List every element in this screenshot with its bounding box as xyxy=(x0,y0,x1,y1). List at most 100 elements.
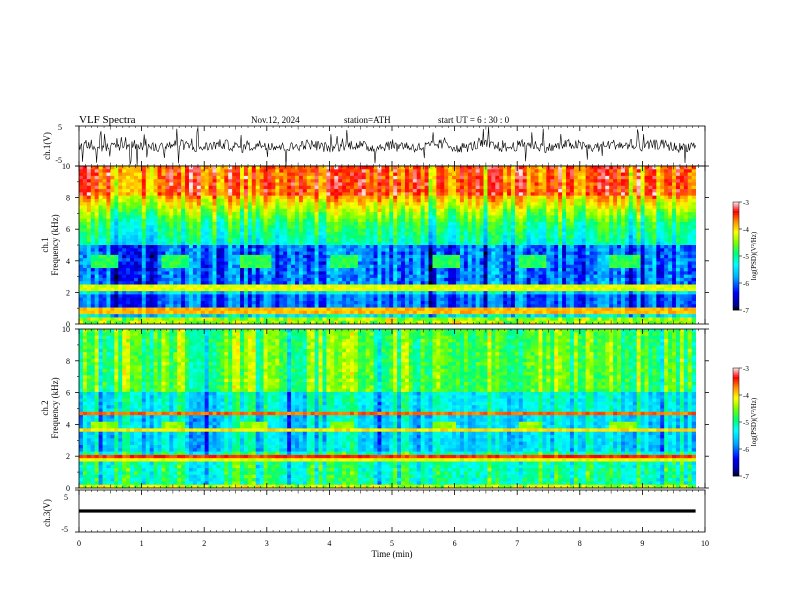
spectrogram-cell xyxy=(448,235,453,239)
spectrogram-cell xyxy=(385,314,390,318)
spectrogram-cell xyxy=(397,189,402,193)
spectrogram-cell xyxy=(204,189,210,193)
spectrogram-cell xyxy=(326,307,331,312)
spectrogram-cell xyxy=(334,310,339,315)
spectrogram-cell xyxy=(165,225,170,229)
spectrogram-cell xyxy=(110,231,115,236)
spectrogram-cell xyxy=(361,238,367,243)
spectrogram-cell xyxy=(357,294,363,299)
spectrogram-cell xyxy=(243,208,249,213)
spectrogram-cell xyxy=(185,166,190,170)
spectrogram-cell xyxy=(130,228,135,233)
spectrogram-cell xyxy=(157,320,162,325)
spectrogram-cell xyxy=(459,198,465,203)
spectrogram-cell xyxy=(208,208,213,213)
spectrogram-cell xyxy=(475,300,480,305)
spectrogram-cell xyxy=(255,317,261,322)
spectrogram-cell xyxy=(173,297,178,302)
spectrogram-cell xyxy=(130,169,135,173)
spectrogram-cell xyxy=(86,294,92,299)
spectrogram-cell xyxy=(259,320,264,325)
spectrogram-cell xyxy=(432,294,437,299)
spectrogram-cell xyxy=(255,307,261,312)
spectrogram-cell xyxy=(247,320,253,325)
spectrogram-cell xyxy=(467,248,473,252)
spectrogram-cell xyxy=(271,169,276,173)
spectrogram-cell xyxy=(287,300,292,305)
spectrogram-cell xyxy=(82,314,88,318)
spectrogram-cell xyxy=(295,251,300,256)
spectrogram-cell xyxy=(385,205,390,210)
spectrogram-cell xyxy=(393,205,398,210)
spectrogram-cell xyxy=(149,245,155,249)
spectrogram-cell xyxy=(456,202,461,206)
spectrogram-cell xyxy=(98,208,103,213)
spectrogram-cell xyxy=(255,228,261,233)
spectrogram-cell xyxy=(369,245,374,249)
spectrogram-cell xyxy=(361,182,367,187)
spectrogram-cell xyxy=(463,221,469,226)
spectrogram-cell xyxy=(243,169,249,173)
spectrogram-cell xyxy=(243,221,249,226)
spectrogram-cell xyxy=(318,169,323,173)
spectrogram-cell xyxy=(428,281,433,285)
spectrogram-cell xyxy=(216,317,221,322)
spectrogram-cell xyxy=(326,182,331,187)
spectrogram-cell xyxy=(232,291,237,295)
spectrogram-cell xyxy=(122,166,127,170)
spectrogram-cell xyxy=(224,310,229,315)
spectrogram-cell xyxy=(185,241,190,246)
spectrogram-cell xyxy=(306,192,312,197)
spectrogram-cell xyxy=(416,228,422,233)
spectrogram-cell xyxy=(196,238,202,243)
spectrogram-cell xyxy=(428,215,433,220)
spectrogram-cell xyxy=(408,254,414,259)
spectrogram-cell xyxy=(126,208,131,213)
spectrogram-cell xyxy=(114,179,119,183)
spectrogram-cell xyxy=(440,300,445,305)
spectrogram-cell xyxy=(169,281,174,285)
spectrogram-cell xyxy=(185,310,190,315)
spectrogram-cell xyxy=(353,205,359,210)
spectrogram-cell xyxy=(243,317,249,322)
spectrogram-cell xyxy=(185,225,190,229)
spectrogram-cell xyxy=(122,205,127,210)
spectrogram-cell xyxy=(295,241,300,246)
spectrogram-cell xyxy=(416,235,422,239)
spectrogram-cell xyxy=(94,166,100,170)
spectrogram-cell xyxy=(361,281,367,285)
spectrogram-cell xyxy=(287,314,292,318)
spectrogram-cell xyxy=(173,304,178,308)
spectrogram-cell xyxy=(149,314,155,318)
spectrogram-cell xyxy=(192,195,198,200)
spectrogram-cell xyxy=(310,274,316,279)
spectrogram-cell xyxy=(459,225,465,229)
spectrogram-cell xyxy=(200,185,206,190)
spectrogram-cell xyxy=(192,205,198,210)
spectrogram-cell xyxy=(401,314,406,318)
spectrogram-cell xyxy=(424,291,429,295)
spectrogram-cell xyxy=(185,202,190,206)
spectrogram-cell xyxy=(232,221,237,226)
spectrogram-cell xyxy=(173,248,178,252)
spectrogram-cell xyxy=(452,182,457,187)
spectrogram-cell xyxy=(302,189,308,193)
spectrogram-cell xyxy=(271,304,276,308)
spectrogram-cell xyxy=(483,198,488,203)
spectrogram-cell xyxy=(361,228,367,233)
spectrogram-cell xyxy=(373,169,378,173)
spectrogram-cell xyxy=(90,238,96,243)
spectrogram-cell xyxy=(153,291,158,295)
spectrogram-cell xyxy=(295,205,300,210)
spectrogram-cell xyxy=(342,231,347,236)
spectrogram-cell xyxy=(448,251,453,256)
spectrogram-cell xyxy=(373,231,378,236)
spectrogram-cell xyxy=(79,228,84,233)
spectrogram-cell xyxy=(161,248,166,252)
spectrogram-cell xyxy=(126,221,131,226)
spectrogram-cell xyxy=(373,215,378,220)
spectrogram-cell xyxy=(259,254,264,259)
spectrogram-cell xyxy=(82,258,88,262)
spectrogram-cell xyxy=(310,261,316,266)
spectrogram-cell xyxy=(240,221,245,226)
